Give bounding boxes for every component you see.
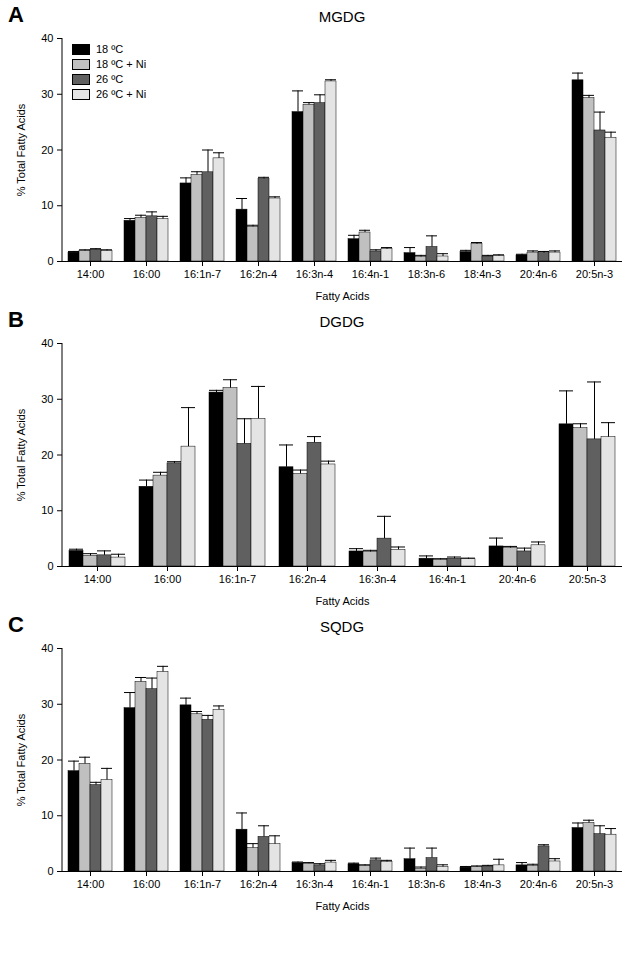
svg-text:20:4n-6: 20:4n-6 <box>520 268 557 280</box>
svg-text:30: 30 <box>41 698 53 710</box>
svg-text:20:4n-6: 20:4n-6 <box>499 573 536 585</box>
svg-text:16:4n-1: 16:4n-1 <box>429 573 466 585</box>
svg-text:16:1n-7: 16:1n-7 <box>184 268 221 280</box>
html-text:B: B <box>8 307 24 332</box>
svg-text:16:1n-7: 16:1n-7 <box>184 878 221 890</box>
svg-text:14:00: 14:00 <box>77 878 105 890</box>
svg-text:20:4n-6: 20:4n-6 <box>520 878 557 890</box>
svg-text:18:4n-3: 18:4n-3 <box>464 268 501 280</box>
svg-text:18:3n-6: 18:3n-6 <box>408 878 445 890</box>
html-text:C: C <box>8 612 24 637</box>
svg-text:16:2n-4: 16:2n-4 <box>289 573 326 585</box>
svg-text:Fatty Acids: Fatty Acids <box>316 900 370 912</box>
svg-text:0: 0 <box>47 255 53 267</box>
svg-text:16:4n-1: 16:4n-1 <box>352 878 389 890</box>
svg-text:30: 30 <box>41 393 53 405</box>
svg-text:% Total Fatty Acids: % Total Fatty Acids <box>15 713 27 806</box>
svg-text:16:3n-4: 16:3n-4 <box>359 573 396 585</box>
html-text:26 ºC: 26 ºC <box>96 73 124 85</box>
svg-text:14:00: 14:00 <box>77 268 105 280</box>
svg-text:16:00: 16:00 <box>133 268 161 280</box>
svg-text:10: 10 <box>41 504 53 516</box>
svg-text:20:5n-3: 20:5n-3 <box>576 268 613 280</box>
svg-text:Fatty Acids: Fatty Acids <box>316 290 370 302</box>
html-text:SQDG: SQDG <box>319 618 365 635</box>
svg-text:20:5n-3: 20:5n-3 <box>576 878 613 890</box>
html-text:MGDG: MGDG <box>318 8 366 25</box>
svg-text:20: 20 <box>41 144 53 156</box>
svg-text:0: 0 <box>47 560 53 572</box>
svg-text:16:00: 16:00 <box>133 878 161 890</box>
html-text:18 ºC: 18 ºC <box>96 43 124 55</box>
svg-text:10: 10 <box>41 809 53 821</box>
svg-text:30: 30 <box>41 88 53 100</box>
svg-text:16:3n-4: 16:3n-4 <box>296 878 333 890</box>
html-text:18 ºC + Ni: 18 ºC + Ni <box>96 58 147 70</box>
svg-text:40: 40 <box>41 32 53 44</box>
svg-text:16:4n-1: 16:4n-1 <box>352 268 389 280</box>
svg-text:20: 20 <box>41 754 53 766</box>
svg-text:14:00: 14:00 <box>84 573 112 585</box>
svg-text:18:3n-6: 18:3n-6 <box>408 268 445 280</box>
svg-text:20:5n-3: 20:5n-3 <box>569 573 606 585</box>
svg-text:Fatty Acids: Fatty Acids <box>316 595 370 607</box>
svg-text:16:1n-7: 16:1n-7 <box>219 573 256 585</box>
svg-text:0: 0 <box>47 865 53 877</box>
html-text:A: A <box>8 2 24 27</box>
svg-text:16:2n-4: 16:2n-4 <box>240 268 277 280</box>
svg-text:10: 10 <box>41 199 53 211</box>
html-text:DGDG: DGDG <box>319 313 365 330</box>
html-text:26 ºC + Ni: 26 ºC + Ni <box>96 88 147 100</box>
svg-text:16:3n-4: 16:3n-4 <box>296 268 333 280</box>
svg-text:% Total Fatty Acids: % Total Fatty Acids <box>15 408 27 501</box>
svg-text:16:00: 16:00 <box>154 573 182 585</box>
svg-text:20: 20 <box>41 449 53 461</box>
svg-text:% Total Fatty Acids: % Total Fatty Acids <box>15 103 27 196</box>
svg-text:40: 40 <box>41 337 53 349</box>
svg-text:16:2n-4: 16:2n-4 <box>240 878 277 890</box>
svg-text:18:4n-3: 18:4n-3 <box>464 878 501 890</box>
svg-text:40: 40 <box>41 642 53 654</box>
